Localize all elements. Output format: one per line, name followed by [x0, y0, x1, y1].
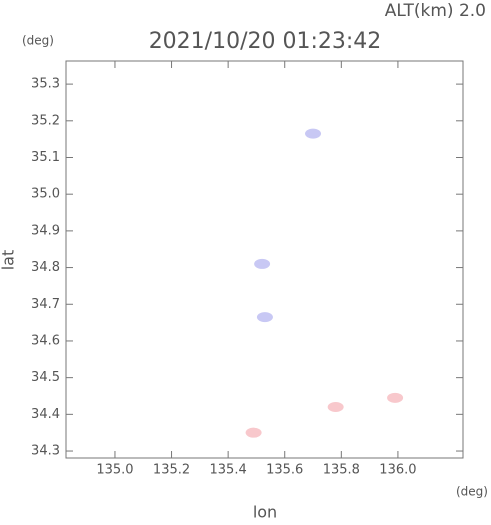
echo-cell: [305, 128, 322, 139]
echo-cell: [327, 401, 344, 412]
echo-cell: [256, 312, 273, 323]
y-tick-label: 35.1: [31, 150, 60, 165]
y-tick-label: 34.4: [31, 407, 60, 422]
chart-title: 2021/10/20 01:23:42: [149, 29, 382, 54]
echo-cell: [245, 427, 262, 438]
y-tick-label: 35.3: [31, 77, 60, 92]
y-tick-label: 35.0: [31, 187, 60, 202]
x-tick-label: 135.2: [153, 463, 190, 478]
plot-frame: [65, 60, 464, 459]
y-tick-label: 34.8: [31, 260, 60, 275]
y-tick-label: 34.7: [31, 297, 60, 312]
x-tick-label: 135.4: [210, 463, 247, 478]
echo-cell: [387, 392, 404, 403]
y-tick-label: 34.9: [31, 223, 60, 238]
x-tick-label: 135.6: [266, 463, 303, 478]
echo-cell: [254, 258, 271, 269]
altitude: ALT(km) 2.0: [385, 1, 486, 21]
x-tick-label: 135.0: [96, 463, 133, 478]
y-axis-label: lat: [0, 250, 18, 271]
x-axis-label: lon: [253, 503, 277, 522]
y-tick-label: 34.3: [31, 444, 60, 459]
x-tick-label: 135.8: [323, 463, 360, 478]
x-unit: (deg): [456, 485, 488, 499]
x-tick-label: 136.0: [379, 463, 416, 478]
y-tick-label: 35.2: [31, 113, 60, 128]
y-tick-label: 34.5: [31, 370, 60, 385]
y-unit: (deg): [22, 34, 54, 48]
y-tick-label: 34.6: [31, 333, 60, 348]
